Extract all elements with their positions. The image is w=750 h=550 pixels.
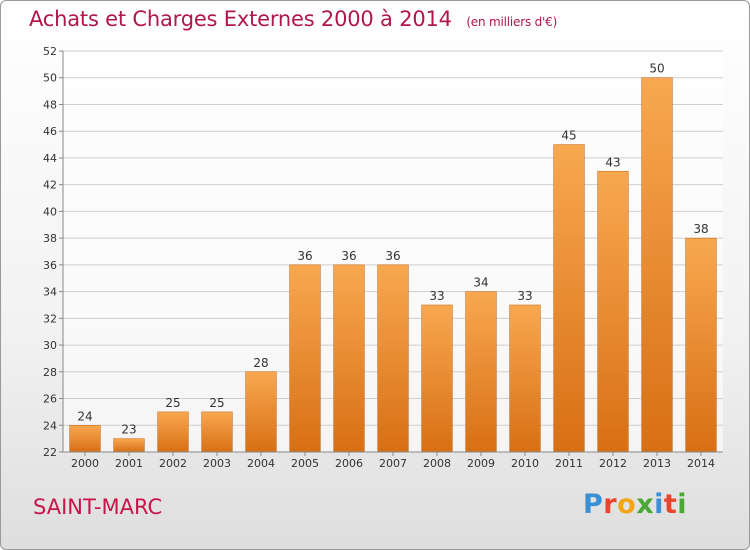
bar-value-label: 36 — [385, 249, 400, 263]
axes: 22 24 26 28 30 32 34 36 38 40 42 44 46 48 50 52 2000 2001… — [43, 45, 723, 470]
x-tick-label: 2009 — [467, 457, 495, 470]
bar-value-label: 36 — [341, 249, 356, 263]
bar-2002 — [157, 411, 189, 453]
y-tick-label: 34 — [43, 286, 57, 299]
x-tick-label: 2012 — [599, 457, 627, 470]
bar-value-label: 28 — [253, 356, 268, 370]
bar-2012 — [597, 171, 629, 453]
y-tick-label: 52 — [43, 45, 57, 58]
y-tick-label: 22 — [43, 446, 57, 459]
y-tick-label: 38 — [43, 232, 57, 245]
chart-title-block: Achats et Charges Externes 2000 à 2014 (… — [29, 7, 557, 31]
bar-2001 — [113, 438, 145, 453]
x-tick-label: 2005 — [291, 457, 319, 470]
bar-value-label: 25 — [209, 396, 224, 410]
logo-letter: P — [583, 489, 604, 520]
logo-letter: o — [617, 489, 637, 520]
bar-2004 — [245, 371, 277, 453]
x-tick-label: 2006 — [335, 457, 363, 470]
bar-value-label: 23 — [121, 423, 136, 437]
bar-value-label: 38 — [693, 222, 708, 236]
chart-subtitle: (en milliers d'€) — [466, 15, 558, 29]
x-tick-label: 2010 — [511, 457, 539, 470]
x-tick-label: 2001 — [115, 457, 143, 470]
bar-value-label: 36 — [297, 249, 312, 263]
bar-value-label: 34 — [473, 276, 488, 290]
x-tick-label: 2011 — [555, 457, 583, 470]
logo-letter: i — [677, 489, 688, 520]
bar-value-label: 45 — [561, 129, 576, 143]
y-tick-label: 30 — [43, 339, 57, 352]
y-tick-label: 24 — [43, 419, 57, 432]
y-tick-label: 28 — [43, 366, 57, 379]
y-tick-label: 46 — [43, 125, 57, 138]
bar-value-label: 24 — [77, 409, 92, 423]
bar-value-label: 43 — [605, 155, 620, 169]
bar-value-label: 33 — [517, 289, 532, 303]
bar-2014 — [685, 237, 717, 453]
bar-value-label: 33 — [429, 289, 444, 303]
chart-title: Achats et Charges Externes 2000 à 2014 — [29, 7, 452, 31]
x-tick-label: 2003 — [203, 457, 231, 470]
y-tick-label: 44 — [43, 152, 57, 165]
y-tick-label: 48 — [43, 98, 57, 111]
x-tick-label: 2007 — [379, 457, 407, 470]
x-tick-label: 2008 — [423, 457, 451, 470]
y-tick-label: 40 — [43, 205, 57, 218]
y-tick-label: 42 — [43, 179, 57, 192]
bar-2010 — [509, 304, 541, 453]
logo-letter: x — [636, 489, 655, 520]
bar-2005 — [289, 264, 321, 453]
bar-2006 — [333, 264, 365, 453]
x-tick-label: 2002 — [159, 457, 187, 470]
city-name: SAINT-MARC — [33, 495, 163, 519]
bar-2000 — [69, 425, 101, 453]
y-tick-label: 26 — [43, 393, 57, 406]
y-tick-label: 32 — [43, 312, 57, 325]
bar-2003 — [201, 411, 233, 453]
bar-2007 — [377, 264, 409, 453]
proxiti-logo: Proxiti — [583, 489, 687, 520]
bar-2013 — [641, 77, 673, 453]
bar-2009 — [465, 291, 497, 453]
y-tick-label: 50 — [43, 72, 57, 85]
bar-value-label: 25 — [165, 396, 180, 410]
y-tick-label: 36 — [43, 259, 57, 272]
x-tick-label: 2000 — [71, 457, 99, 470]
bar-value-label: 50 — [649, 62, 664, 76]
logo-letter: i — [654, 489, 664, 520]
logo-letter: r — [603, 489, 618, 520]
x-tick-label: 2013 — [643, 457, 671, 470]
bar-2011 — [553, 144, 585, 453]
bar-2008 — [421, 304, 453, 453]
x-tick-label: 2004 — [247, 457, 275, 470]
logo-letter: t — [663, 489, 678, 520]
bars: 24 23 25 25 28 36 36 36 33 34 33 45 43 50 38 — [69, 62, 717, 453]
x-tick-label: 2014 — [687, 457, 715, 470]
